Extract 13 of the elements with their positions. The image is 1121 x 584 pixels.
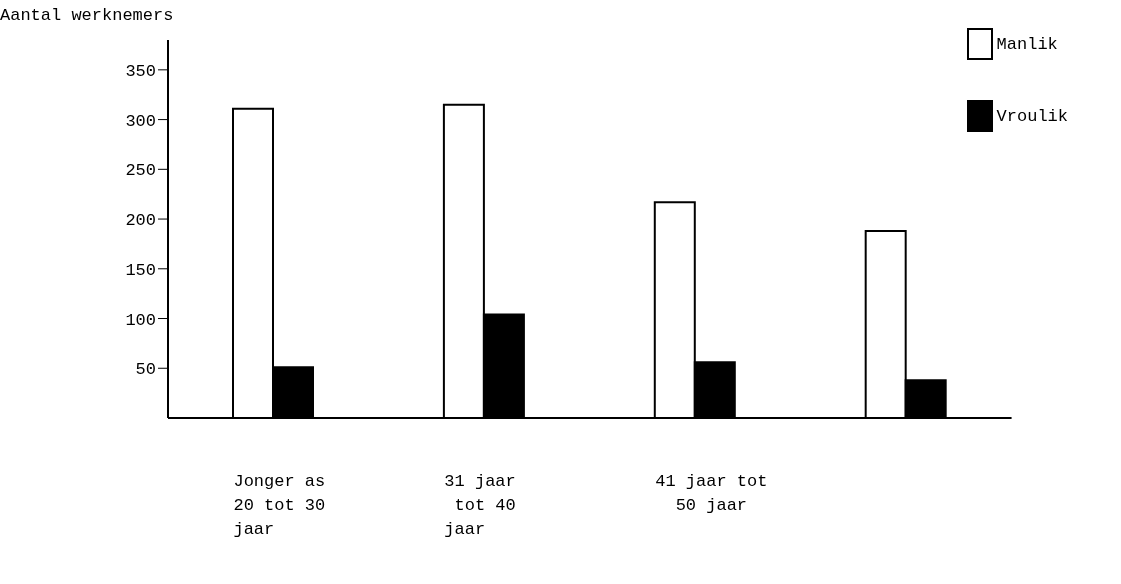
y-tick-label: 300 <box>125 111 156 131</box>
y-tick-label: 200 <box>125 211 156 231</box>
legend-label: Vroulik <box>996 106 1068 126</box>
x-tick-label: Jonger as 20 tot 30 jaar <box>233 472 326 539</box>
y-tick-label: 350 <box>125 61 156 81</box>
legend-label: Manlik <box>996 34 1058 54</box>
x-tick-label: 31 jaar tot 40 jaar <box>444 472 516 539</box>
y-tick-label: 100 <box>125 310 156 330</box>
y-tick-label: 50 <box>135 360 156 380</box>
y-axis-title: Aantal werknemers <box>0 6 174 25</box>
y-tick-label: 150 <box>125 260 156 280</box>
y-tick-label: 250 <box>125 161 156 181</box>
x-tick-label: 41 jaar tot 50 jaar <box>655 472 768 515</box>
